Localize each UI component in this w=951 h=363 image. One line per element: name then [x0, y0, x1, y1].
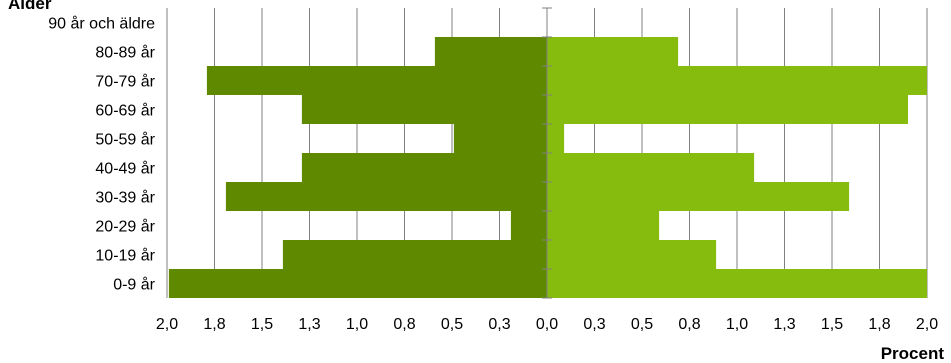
bars [168, 37, 927, 298]
x-tick-label: 1,5 [821, 316, 843, 333]
axes [542, 7, 552, 299]
x-tick-label: 2,0 [916, 316, 938, 333]
bar-right [547, 240, 717, 269]
bar-right [547, 37, 679, 66]
bar-left [282, 240, 547, 269]
x-tick-label: 1,3 [298, 316, 320, 333]
x-tick-label: 1,3 [773, 316, 795, 333]
bar-right [547, 182, 850, 211]
bar-left [168, 269, 547, 298]
y-tick-label: 80-89 år [95, 44, 155, 62]
bar-right [547, 66, 927, 95]
bar-left [301, 95, 547, 124]
bar-left [206, 66, 547, 95]
bar-left [510, 211, 547, 240]
y-axis-title: Ålder [8, 0, 52, 13]
bar-right [547, 211, 660, 240]
y-tick-label: 0-9 år [113, 276, 155, 294]
y-tick-label: 10-19 år [95, 247, 155, 265]
y-tick-label: 40-49 år [95, 160, 155, 178]
x-tick-label: 1,5 [251, 316, 273, 333]
bar-left [453, 124, 547, 153]
y-tick-label: 30-39 år [95, 189, 155, 207]
x-tick-label: 0,5 [441, 316, 463, 333]
bar-left [434, 37, 547, 66]
x-tick-label: 0,0 [536, 316, 558, 333]
y-tick-label: 70-79 år [95, 73, 155, 91]
y-tick-label: 20-29 år [95, 218, 155, 236]
x-tick-label: 0,5 [631, 316, 653, 333]
bar-left [301, 153, 547, 182]
x-tick-label: 0,8 [393, 316, 415, 333]
x-tick-label: 0,3 [583, 316, 605, 333]
x-tick-label: 1,8 [868, 316, 890, 333]
x-tick-label: 1,0 [346, 316, 368, 333]
x-tick-label: 0,3 [488, 316, 510, 333]
bar-right [547, 124, 565, 153]
bar-left [225, 182, 547, 211]
bar-right [547, 95, 908, 124]
bar-right [547, 269, 927, 298]
labels: 2,0 1,8 1,5 1,3 1,0 0,8 0,5 0,3 0,0 0,3 0,5 0,8 1,0 1… [48, 15, 938, 334]
x-tick-label: 0,8 [678, 316, 700, 333]
x-tick-label: 1,8 [203, 316, 225, 333]
x-tick-label: 1,0 [726, 316, 748, 333]
y-tick-label: 90 år och äldre [48, 15, 155, 33]
x-tick-label: 2,0 [156, 316, 178, 333]
y-tick-label: 60-69 år [95, 102, 155, 120]
x-axis-title: Procent [881, 344, 945, 363]
y-tick-label: 50-59 år [95, 131, 155, 149]
bar-right [547, 153, 755, 182]
